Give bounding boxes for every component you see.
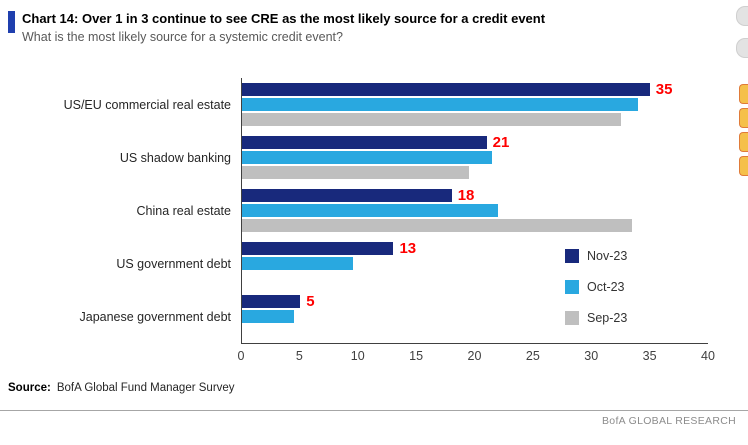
legend-label: Oct-23	[587, 280, 625, 294]
chart-header: Chart 14: Over 1 in 3 continue to see CR…	[8, 10, 748, 46]
source-line: Source: BofA Global Fund Manager Survey	[8, 382, 748, 394]
bar-Sep-23	[242, 219, 633, 232]
bar-Nov-23	[242, 136, 487, 149]
bar-Oct-23	[242, 204, 499, 217]
bar-line	[242, 113, 708, 126]
bar-line	[242, 166, 708, 179]
bar-line	[242, 151, 708, 164]
bar-group: Japanese government debt 5	[8, 290, 708, 343]
value-label: 5	[306, 293, 315, 310]
clipped-ui-element	[736, 6, 748, 26]
x-tick-label: 10	[350, 349, 365, 363]
legend-swatch	[565, 249, 579, 263]
clipped-ui-element	[739, 108, 748, 128]
bar-group: US government debt 13	[8, 237, 708, 290]
bar-chart-rows: US/EU commercial real estate 35 US shadow …	[8, 78, 708, 343]
brand-text: BofA GLOBAL RESEARCH	[602, 415, 736, 427]
bar-line: 13	[242, 240, 708, 257]
clipped-edge-icons	[734, 0, 748, 200]
x-tick-label: 25	[525, 349, 540, 363]
bar-group: US shadow banking 21	[8, 131, 708, 184]
category-label: US government debt	[116, 256, 231, 271]
bar-Oct-23	[242, 310, 295, 323]
bar-line	[242, 98, 708, 111]
bar-line: 5	[242, 293, 708, 310]
x-axis-ticks: 0 5 10 15 20 25 30 35 40	[237, 344, 715, 368]
legend-swatch	[565, 280, 579, 294]
bar-Oct-23	[242, 151, 493, 164]
value-label: 21	[492, 134, 510, 151]
source-text: BofA Global Fund Manager Survey	[56, 382, 235, 394]
bar-Nov-23	[242, 295, 301, 308]
title-accent-bar	[8, 11, 15, 33]
legend-item: Sep-23	[565, 311, 627, 325]
x-tick-label: 40	[701, 349, 715, 363]
category-label: US/EU commercial real estate	[63, 97, 231, 112]
clipped-ui-element	[736, 38, 748, 58]
clipped-ui-element	[739, 132, 748, 152]
bar-line	[242, 204, 708, 217]
x-tick-label: 35	[642, 349, 657, 363]
clipped-ui-element	[739, 156, 748, 176]
bar-line	[242, 219, 708, 232]
legend-item: Nov-23	[565, 249, 627, 263]
value-label: 13	[399, 240, 417, 257]
bar-group-bars: 5	[241, 290, 708, 343]
legend-label: Nov-23	[587, 249, 628, 263]
x-tick-label: 20	[467, 349, 482, 363]
bar-Sep-23	[242, 166, 470, 179]
clipped-ui-element	[739, 84, 748, 104]
bar-line	[242, 310, 708, 323]
x-tick-label: 30	[584, 349, 599, 363]
bar-group: US/EU commercial real estate 35	[8, 78, 708, 131]
legend-label: Sep-23	[587, 311, 628, 325]
category-label: US shadow banking	[119, 150, 231, 165]
source-label: Source:	[8, 382, 51, 394]
category-label: China real estate	[136, 203, 231, 218]
bar-line	[242, 272, 708, 285]
bar-group-bars: 21	[241, 131, 708, 184]
bar-Nov-23	[242, 242, 394, 255]
category-label: Japanese government debt	[79, 309, 232, 324]
brand-divider	[0, 410, 748, 411]
x-tick-label: 0	[237, 349, 245, 363]
legend-swatch	[565, 311, 579, 325]
bar-line	[242, 257, 708, 270]
bar-line: 35	[242, 81, 708, 98]
bar-line	[242, 325, 708, 338]
bar-group-bars: 13	[241, 237, 708, 290]
bar-Oct-23	[242, 257, 353, 270]
bar-Nov-23	[242, 83, 650, 96]
bar-Oct-23	[242, 98, 639, 111]
legend: Nov-23 Oct-23 Sep-23	[565, 249, 627, 342]
value-label: 35	[655, 81, 673, 98]
x-axis-line	[241, 343, 708, 344]
bar-group-bars: 35	[241, 78, 708, 131]
bar-Sep-23	[242, 113, 621, 126]
chart-subtitle: What is the most likely source for a sys…	[22, 30, 343, 44]
chart-title: Chart 14: Over 1 in 3 continue to see CR…	[22, 11, 546, 26]
x-tick-label: 15	[409, 349, 424, 363]
legend-item: Oct-23	[565, 280, 627, 294]
bar-group-bars: 18	[241, 184, 708, 237]
x-tick-label: 5	[295, 349, 303, 363]
bar-group: China real estate 18	[8, 184, 708, 237]
bar-chart: US/EU commercial real estate 35 US shadow …	[8, 78, 715, 368]
bar-line: 18	[242, 187, 708, 204]
bar-line: 21	[242, 134, 708, 151]
bar-Nov-23	[242, 189, 452, 202]
value-label: 18	[457, 187, 475, 204]
